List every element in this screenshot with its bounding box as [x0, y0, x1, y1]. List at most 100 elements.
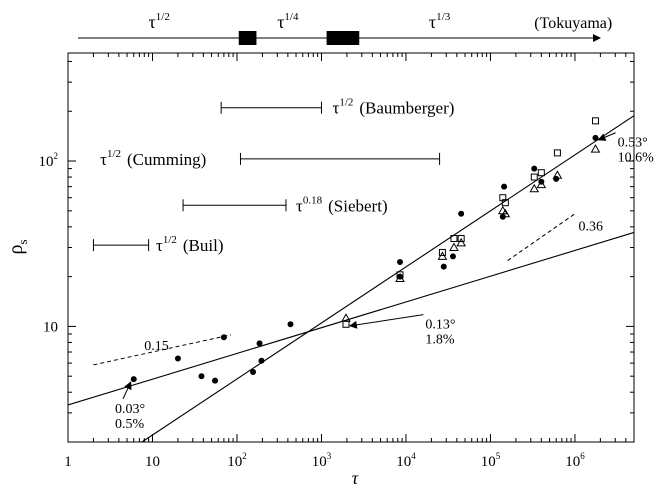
- y-axis-label-main: ρ: [5, 245, 27, 255]
- annotation-arrow: [348, 314, 424, 329]
- regime-exponent-label: τ1/3: [429, 11, 451, 32]
- range-label-exponent: 1/2: [163, 234, 177, 246]
- regime-exponent-label-base: τ: [277, 12, 284, 32]
- range-label-base: τ: [332, 99, 339, 118]
- x-tick-label-base: 10: [396, 454, 411, 470]
- data-point-triangle: [529, 183, 540, 193]
- x-tick-label-exponent: 3: [327, 451, 332, 461]
- data-point-square: [450, 235, 458, 243]
- data-point-circle: [130, 376, 137, 383]
- data-point-circle: [258, 357, 265, 364]
- fit-lines: 0.15 0.36: [67, 115, 635, 443]
- data-point-triangle: [341, 313, 351, 322]
- y-axis-label: ρs: [5, 239, 30, 254]
- slope-label: 0.15: [144, 339, 169, 354]
- top-axis-name: (Tokuyama): [534, 15, 612, 32]
- range-label: τ0.18 (Siebert): [296, 194, 388, 215]
- data-point-triangle: [449, 242, 459, 251]
- range-label: τ1/2 (Buil): [156, 234, 224, 255]
- range-label-exponent: 1/2: [339, 97, 353, 109]
- data-point-circle: [531, 165, 538, 172]
- annotation-angle: 0.53°: [618, 136, 648, 151]
- annotation-angle: 0.03°: [115, 402, 145, 417]
- regime-exponent-label: τ1/2: [149, 11, 170, 32]
- data-point-circle: [212, 377, 219, 384]
- annotation-arrow: [122, 381, 132, 400]
- regime-exponent-label-exponent: 1/3: [436, 11, 451, 23]
- range-label-label: (Baumberger): [359, 99, 454, 118]
- annotation-percent: 1.8%: [425, 333, 455, 348]
- range-label-base: τ: [156, 236, 163, 255]
- data-point-square: [396, 271, 404, 279]
- data-point-circle: [287, 321, 294, 328]
- data-point-triangle: [500, 208, 511, 218]
- range-label-label: (Cumming): [127, 150, 206, 169]
- x-tick-label: 106: [565, 451, 585, 470]
- y-tick-label: 102: [39, 151, 59, 170]
- data-point-circle: [440, 263, 447, 270]
- data-point-square: [553, 149, 561, 157]
- y-tick-label-base: 10: [43, 319, 58, 335]
- x-tick-label: 103: [312, 451, 332, 470]
- range-label-base: τ: [296, 196, 303, 215]
- range-label-label: (Siebert): [328, 196, 387, 215]
- slope-label: 0.36: [578, 220, 603, 235]
- regime-exponent-label-base: τ: [429, 12, 436, 32]
- x-tick-label: 102: [227, 451, 247, 470]
- annotation-angle: 0.13°: [425, 318, 455, 333]
- data-point-circle: [553, 175, 560, 182]
- annotation-percent: 0.5%: [115, 417, 145, 432]
- data-point-circle: [501, 183, 508, 190]
- range-bars: τ1/2 (Baumberger)τ1/2 (Cumming)τ0.18 (Siebe…: [92, 97, 454, 255]
- data-point-square: [457, 235, 465, 243]
- range-label-exponent: 1/2: [107, 148, 121, 160]
- data-point-triangle: [395, 273, 405, 282]
- range-label: τ1/2 (Cumming): [100, 148, 206, 169]
- data-point-circle: [220, 334, 227, 341]
- range-label-label: (Buil): [183, 236, 224, 255]
- annotation-arrow: [597, 132, 616, 141]
- regime-transition-box: [326, 31, 360, 45]
- data-point-circle: [449, 253, 456, 260]
- range-label-base: τ: [100, 150, 107, 169]
- data-point-triangle: [552, 170, 563, 179]
- x-tick-label: 10: [145, 454, 160, 470]
- x-tick-label-exponent: 4: [411, 451, 416, 461]
- data-point-circle: [256, 340, 263, 347]
- x-tick-label: 1: [64, 454, 72, 470]
- data-point-triangle: [437, 251, 448, 260]
- x-tick-label-base: 10: [227, 454, 242, 470]
- x-tick-label-exponent: 2: [242, 451, 247, 461]
- slope-guide-dashed-line: [93, 334, 232, 366]
- y-tick-label-exponent: 2: [54, 151, 59, 161]
- y-tick-label-base: 10: [39, 154, 54, 170]
- plot-frame: [67, 52, 635, 443]
- x-axis-label: τ: [352, 468, 359, 488]
- regime-transition-box: [238, 31, 257, 45]
- x-tick-label-base: 10: [481, 454, 496, 470]
- fit-line: [141, 115, 635, 443]
- x-tick-label: 105: [481, 451, 501, 470]
- data-point-circle: [458, 210, 465, 217]
- annotation-percent: 10.6%: [618, 151, 655, 166]
- y-axis-label-subscript: s: [15, 239, 30, 244]
- regime-exponent-label-exponent: 1/2: [156, 11, 170, 23]
- regime-exponent-label-exponent: 1/4: [284, 11, 299, 23]
- data-point-triangle: [590, 144, 601, 153]
- data-point-triangle: [536, 179, 547, 189]
- data-point-square: [501, 199, 509, 207]
- annotations: 0.03°0.5% 0.13°1.8% 0.53°10.6%: [115, 132, 655, 432]
- data-point-square: [342, 320, 350, 328]
- regime-exponent-label-base: τ: [149, 12, 156, 32]
- y-tick-label: 10: [43, 319, 58, 335]
- data-point-circle: [250, 369, 257, 376]
- data-point-square: [530, 173, 538, 181]
- data-point-circle: [198, 373, 205, 380]
- data-point-triangle: [456, 237, 467, 247]
- x-tick-label-base: 10: [565, 454, 580, 470]
- top-regime-axis: τ1/2 τ1/4 τ1/3 (Tokuyama): [78, 11, 612, 45]
- data-point-square: [438, 248, 446, 256]
- data-points: [130, 117, 601, 384]
- data-point-circle: [174, 355, 181, 362]
